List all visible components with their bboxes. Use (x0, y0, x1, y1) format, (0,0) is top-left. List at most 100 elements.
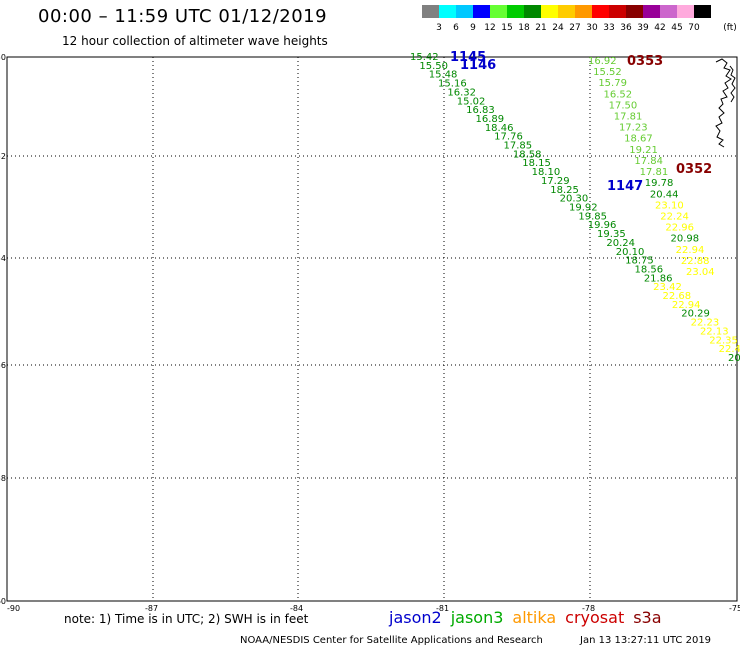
scale-value: 42 (654, 23, 666, 33)
scale-value: 18 (518, 23, 530, 33)
lon-label: -75 (729, 604, 740, 613)
timestamp: Jan 13 13:27:11 UTC 2019 (580, 635, 712, 646)
wave-height-value: 22.24 (660, 211, 689, 222)
lat-label: -52 (0, 152, 6, 161)
pass-time-label: 1146 (460, 58, 496, 73)
wave-height-value: 15.50 (419, 61, 448, 72)
wave-height-value: 17.50 (609, 100, 638, 111)
wave-height-value: 22.96 (665, 223, 694, 234)
wave-height-value: 23.42 (653, 282, 682, 293)
scale-swatch (677, 5, 694, 18)
scale-swatch (643, 5, 660, 18)
scale-value: 21 (535, 23, 547, 33)
wave-height-value: 18.15 (522, 158, 551, 169)
wave-height-value: 16.89 (475, 114, 504, 125)
wave-height-value: 17.81 (614, 112, 643, 123)
wave-height-value: 23.04 (686, 267, 715, 278)
wave-height-value: 15.52 (593, 67, 622, 78)
scale-swatch (660, 5, 677, 18)
scale-value: 70 (688, 23, 700, 33)
satellite-jason2: jason2 (389, 608, 442, 627)
wave-height-value: 19.92 (569, 203, 598, 214)
satellite-legend: jason2 jason3 altika cryosat s3a (389, 608, 671, 627)
wave-height-value: 20 (728, 353, 740, 364)
wave-height-value: 18.25 (550, 185, 579, 196)
lat-label: -50 (0, 53, 6, 62)
coastline-path (715, 58, 732, 148)
wave-height-value: 20.24 (606, 238, 635, 249)
pass-time-label: 1145 (450, 50, 486, 65)
wave-height-value: 18.58 (513, 149, 542, 160)
scale-value: 45 (671, 23, 683, 33)
wave-height-value: 19.96 (588, 220, 617, 231)
scale-unit: (ft) (723, 23, 737, 33)
satellite-cryosat: cryosat (565, 608, 625, 627)
scale-swatch (592, 5, 609, 18)
lon-label: -90 (7, 604, 20, 613)
lon-label: -84 (290, 604, 303, 613)
scale-value: 3 (436, 23, 442, 33)
scale-value: 12 (484, 23, 496, 33)
wave-height-value: 17.76 (494, 132, 523, 143)
wave-height-value: 22.94 (676, 245, 705, 256)
scale-swatch (456, 5, 473, 18)
wave-height-value: 18.67 (624, 134, 653, 145)
scale-swatch (558, 5, 575, 18)
wave-height-value: 22.4 (719, 344, 740, 355)
scale-swatch (575, 5, 592, 18)
wave-height-value: 17.81 (640, 167, 669, 178)
lat-label: -60 (0, 597, 6, 606)
scale-swatch (490, 5, 507, 18)
wave-height-value: 22.13 (700, 326, 729, 337)
wave-height-value: 22.68 (663, 291, 692, 302)
wave-height-value: 15.42 (410, 52, 439, 63)
lat-label: -56 (0, 361, 6, 370)
wave-height-value: 15.02 (457, 96, 486, 107)
scale-swatch (473, 5, 490, 18)
lat-label: -54 (0, 254, 6, 263)
scale-swatch (694, 5, 711, 18)
scale-value: 6 (453, 23, 459, 33)
wave-height-value: 18.46 (485, 123, 514, 134)
scale-swatch (422, 5, 439, 18)
scale-value: 30 (586, 23, 598, 33)
wave-height-value: 20.98 (671, 234, 700, 245)
satellite-altika: altika (512, 608, 557, 627)
wave-height-value: 15.16 (438, 79, 467, 90)
lon-label: -78 (582, 604, 595, 613)
wave-height-value: 15.48 (429, 70, 458, 81)
wave-height-value: 15.79 (598, 78, 627, 89)
wave-height-value: 22.94 (672, 300, 701, 311)
scale-swatch (541, 5, 558, 18)
wave-height-value: 17.84 (634, 156, 663, 167)
wave-height-value: 17.29 (541, 176, 570, 187)
scale-value: 33 (603, 23, 615, 33)
wave-height-value: 22.23 (691, 318, 720, 329)
wave-height-value: 16.92 (588, 56, 617, 67)
wave-height-value: 18.75 (625, 256, 654, 267)
wave-height-value: 19.21 (629, 145, 658, 156)
wave-height-value: 16.52 (603, 89, 632, 100)
scale-value: 39 (637, 23, 649, 33)
wave-height-value: 18.10 (532, 167, 561, 178)
map-frame (6, 56, 738, 602)
wave-height-value: 22.35 (709, 335, 738, 346)
map-grid (6, 56, 738, 602)
coastline-path (729, 65, 736, 103)
wave-height-value: 20.10 (616, 247, 645, 258)
pass-time-label: 0352 (676, 162, 712, 177)
scale-value: 15 (501, 23, 513, 33)
scale-swatch (626, 5, 643, 18)
wave-height-value: 20.30 (560, 194, 589, 205)
coastline (715, 58, 736, 148)
lon-label: -87 (145, 604, 158, 613)
wave-height-value: 19.85 (578, 211, 607, 222)
scale-value: 9 (470, 23, 476, 33)
title: 00:00 – 11:59 UTC 01/12/2019 (38, 6, 328, 27)
wave-height-value: 16.32 (447, 87, 476, 98)
lat-label: -58 (0, 474, 6, 483)
scale-swatch (507, 5, 524, 18)
wave-height-value: 16.83 (466, 105, 495, 116)
